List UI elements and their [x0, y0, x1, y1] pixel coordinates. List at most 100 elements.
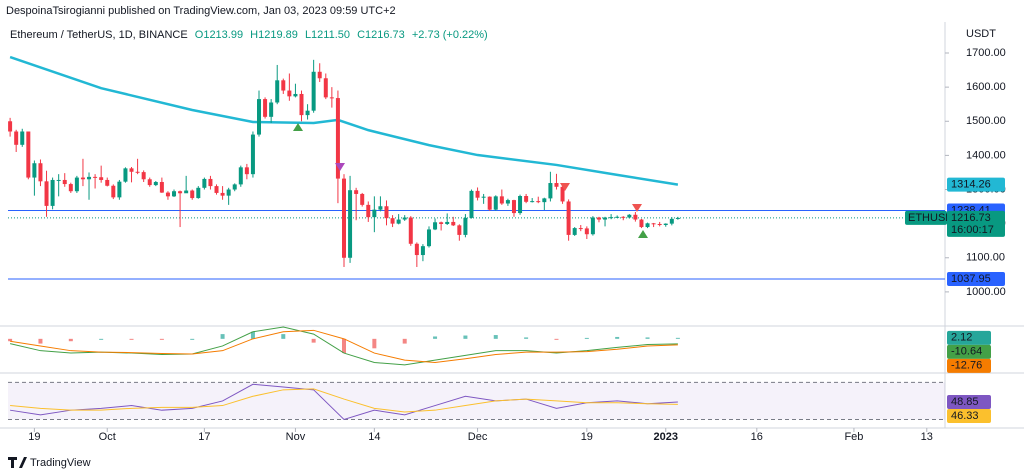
candle-body	[384, 206, 389, 219]
candle-body	[372, 209, 377, 218]
histogram-bar	[68, 338, 73, 342]
publisher-line: DespoinaTsirogianni published on Trading…	[6, 5, 396, 17]
candle-body	[26, 131, 31, 178]
candle-body	[554, 183, 559, 187]
candle-body	[499, 196, 504, 204]
y-tick-label: 1500.00	[966, 115, 1006, 127]
x-tick-label: Oct	[99, 431, 116, 443]
rsi-value-bg	[947, 408, 991, 423]
histogram-bar	[463, 335, 468, 339]
candle-body	[299, 93, 304, 116]
histogram-bar	[675, 337, 680, 339]
histogram-bar	[645, 337, 650, 339]
candle-body	[208, 178, 213, 187]
ohlc-open: O1213.99	[195, 29, 243, 41]
rsi-line	[10, 388, 678, 413]
ohlc-low: L1211.50	[305, 29, 350, 41]
candle-body	[287, 90, 292, 97]
candle-body	[147, 179, 152, 186]
candle-body	[172, 191, 177, 197]
candle-body	[293, 93, 298, 97]
y-tick-label: 1700.00	[966, 47, 1006, 59]
candle-body	[487, 196, 492, 210]
candle-body	[226, 189, 231, 196]
x-tick-label: Dec	[468, 431, 488, 443]
candle-body	[505, 200, 510, 204]
rsi-value-bg	[947, 394, 991, 409]
candle-body	[633, 214, 638, 220]
candle-body	[426, 229, 431, 247]
candle-body	[572, 228, 577, 235]
candle-body	[396, 219, 401, 224]
candle-body	[135, 171, 140, 173]
indicator-value-bg	[947, 344, 991, 359]
candle-body	[408, 217, 413, 244]
rsi-value: 46.33	[951, 410, 979, 422]
indicator-value: 2.12	[951, 332, 972, 344]
histogram-bar	[190, 338, 195, 340]
x-tick-label: 19	[581, 431, 593, 443]
candle-body	[305, 110, 310, 116]
candle-body	[463, 217, 468, 235]
rsi-value: 48.85	[951, 396, 979, 408]
candle-body	[80, 177, 85, 180]
x-tick-label: 14	[368, 431, 380, 443]
y-tick-label: 1100.00	[966, 252, 1005, 264]
candle-body	[74, 177, 79, 192]
candle-body	[511, 200, 516, 214]
indicator-value: -12.76	[951, 360, 982, 372]
candle-body	[93, 176, 98, 178]
histogram-bar	[402, 338, 407, 344]
candle-body	[445, 221, 450, 224]
x-tick-label: Feb	[844, 431, 863, 443]
candle-body	[451, 221, 456, 226]
candle-body	[669, 218, 674, 224]
candle-body	[202, 178, 207, 188]
indicator-value: -10.64	[951, 346, 982, 358]
candle-body	[281, 80, 286, 91]
candle-body	[257, 99, 262, 135]
candle-body	[20, 131, 25, 145]
candle-body	[578, 228, 583, 230]
candle-body	[524, 196, 529, 202]
x-tick-label: 17	[198, 431, 210, 443]
candle-body	[44, 181, 49, 206]
candle-body	[87, 176, 92, 180]
histogram-bar	[372, 338, 377, 349]
candle-body	[190, 190, 195, 199]
x-tick-label: 13	[921, 431, 933, 443]
candle-body	[657, 223, 662, 226]
candle-body	[68, 184, 73, 192]
histogram-bar	[129, 338, 134, 340]
candle-body	[596, 217, 601, 220]
y-tick-label: 1400.00	[966, 149, 1006, 161]
candle-body	[621, 216, 626, 218]
logo	[8, 457, 27, 468]
ohlc-close: C1216.73	[357, 29, 405, 41]
candle-body	[518, 196, 523, 214]
candle-body	[402, 217, 407, 220]
candle-body	[311, 71, 316, 111]
candle-body	[536, 201, 541, 203]
candle-body	[366, 204, 371, 218]
candle-body	[111, 185, 116, 198]
buy-marker	[638, 230, 648, 238]
histogram-bar	[584, 337, 589, 339]
hline-value-bg	[947, 271, 1005, 286]
candle-body	[244, 167, 249, 175]
candle-body	[414, 243, 419, 256]
histogram-bar	[281, 334, 286, 339]
candle-body	[609, 217, 614, 219]
candle-body	[439, 222, 444, 224]
change: +2.73 (+0.22%)	[412, 29, 488, 41]
hline-value: 1037.95	[951, 273, 991, 285]
candle-body	[603, 217, 608, 220]
candle-body	[269, 102, 274, 117]
histogram-bar	[615, 336, 620, 339]
axis-unit: USDT	[966, 28, 996, 40]
candle-body	[475, 190, 480, 198]
candle-body	[675, 217, 680, 219]
y-tick-label: 1000.00	[966, 286, 1006, 298]
indicator-value-bg	[947, 358, 991, 373]
